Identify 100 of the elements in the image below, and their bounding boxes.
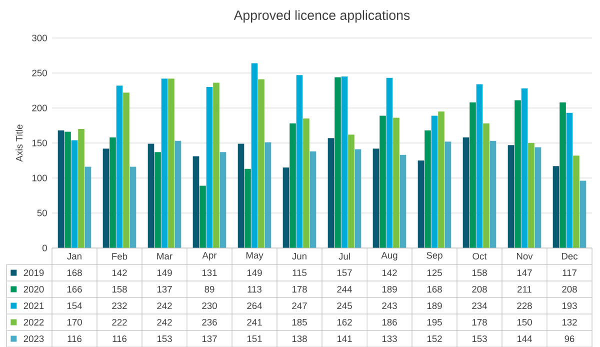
bar — [78, 129, 84, 248]
bar — [58, 130, 64, 248]
data-label: 152 — [427, 335, 442, 342]
bar — [264, 142, 272, 248]
data-label: 154 — [67, 302, 82, 309]
data-label: 158 — [472, 269, 487, 276]
bar — [418, 160, 424, 248]
bar — [372, 148, 380, 248]
bar — [476, 84, 483, 248]
x-tick-label: Oct — [472, 252, 487, 260]
data-label: 162 — [337, 318, 352, 326]
data-label: 125 — [427, 269, 442, 276]
bar — [174, 140, 182, 248]
bar — [444, 142, 452, 248]
bar — [424, 130, 431, 248]
data-label: 189 — [427, 302, 442, 310]
data-label: 158 — [112, 286, 127, 293]
y-tick-label: 200 — [32, 104, 47, 112]
data-label: 117 — [562, 270, 576, 276]
bar — [348, 134, 354, 248]
data-label: 185 — [292, 318, 307, 326]
bar — [490, 140, 496, 248]
bar — [483, 123, 490, 248]
bar — [470, 102, 476, 248]
bar — [580, 180, 586, 248]
data-label: 151 — [247, 335, 262, 342]
bar — [566, 112, 573, 248]
y-tick-label: 0 — [42, 244, 47, 252]
bar — [244, 168, 251, 248]
bar — [116, 86, 123, 248]
bar — [290, 123, 296, 248]
bar — [161, 78, 168, 248]
y-tick-label: 300 — [32, 34, 47, 42]
data-label: 242 — [157, 302, 172, 310]
bar — [386, 78, 393, 248]
data-label: 149 — [247, 269, 262, 276]
legend-label: 2022 — [24, 318, 44, 326]
bar — [110, 137, 116, 248]
bar — [462, 137, 470, 248]
data-label: 138 — [292, 335, 307, 342]
data-label: 166 — [67, 286, 82, 293]
bar — [573, 156, 580, 248]
bar — [200, 186, 206, 248]
data-label: 115 — [292, 269, 307, 276]
data-label: 241 — [247, 319, 262, 326]
x-tick-label: Feb — [112, 252, 128, 260]
bar — [168, 78, 174, 248]
bar — [393, 118, 400, 248]
data-label: 236 — [202, 318, 217, 326]
y-tick-label: 50 — [37, 210, 47, 216]
bar — [220, 152, 226, 248]
chart-title: Approved licence applications — [234, 10, 410, 23]
bar — [310, 151, 316, 248]
legend-label: 2023 — [24, 335, 44, 342]
data-label: 96 — [564, 335, 574, 342]
legend-label: 2019 — [24, 269, 44, 276]
data-label: 193 — [562, 302, 577, 310]
bar — [354, 149, 362, 248]
bar — [328, 138, 334, 248]
legend-label: 2021 — [24, 302, 44, 310]
data-label: 150 — [517, 318, 532, 326]
data-label: 168 — [67, 269, 82, 276]
data-label: 137 — [202, 335, 217, 342]
bar — [528, 143, 534, 248]
data-label: 243 — [382, 302, 397, 310]
bar — [521, 88, 528, 248]
x-tick-label: Aug — [381, 252, 398, 260]
x-tick-label: Jan — [67, 252, 82, 260]
data-label: 168 — [427, 286, 442, 293]
bar — [303, 118, 310, 248]
x-tick-label: Jul — [338, 252, 350, 260]
data-label: 234 — [472, 302, 488, 310]
bar — [102, 148, 110, 248]
data-label: 170 — [67, 318, 82, 326]
bar — [71, 140, 78, 248]
data-label: 132 — [562, 318, 577, 326]
bar — [400, 154, 406, 248]
data-label: 230 — [202, 302, 217, 310]
data-label: 228 — [517, 302, 532, 310]
bar — [296, 75, 303, 248]
bar — [213, 82, 220, 248]
data-label: 144 — [517, 336, 532, 342]
data-label: 141 — [337, 336, 352, 342]
bar — [341, 76, 348, 248]
data-label: 153 — [472, 335, 487, 342]
y-axis-title: Axis Title — [16, 124, 23, 162]
data-label: 208 — [562, 286, 577, 293]
bar — [552, 166, 560, 248]
data-label: 245 — [337, 302, 352, 310]
bar — [206, 87, 213, 248]
x-tick-label: May — [246, 252, 264, 260]
bar — [534, 147, 542, 248]
data-label: 264 — [247, 302, 262, 310]
y-tick-label: 100 — [32, 174, 47, 182]
data-label: 137 — [157, 286, 172, 293]
bar — [64, 132, 71, 248]
bar — [431, 116, 438, 248]
bar — [154, 152, 161, 248]
data-label: 222 — [112, 319, 127, 326]
x-tick-label: Sep — [426, 252, 442, 260]
